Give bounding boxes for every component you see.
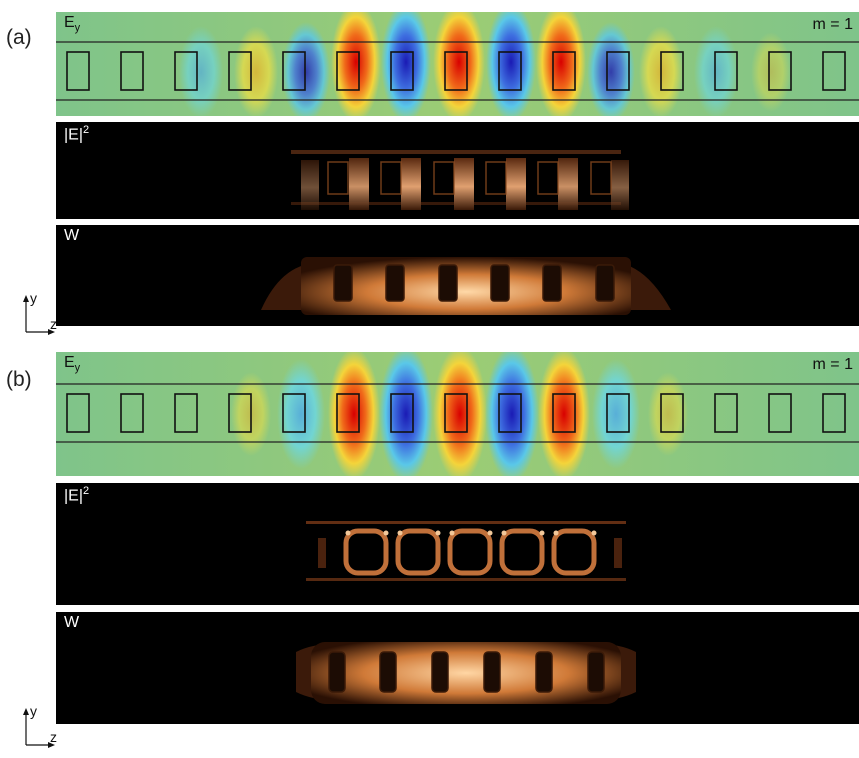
z-axis-label-b: z	[50, 729, 57, 745]
energy-panel-a: W	[56, 225, 859, 326]
y-axis-label-b: y	[30, 703, 37, 719]
figure-label-a: (a)	[6, 26, 32, 49]
intensity-map-b	[56, 483, 859, 605]
intensity-panel-b: |E|2	[56, 483, 859, 605]
ey-label-b: Ey	[64, 354, 81, 375]
z-axis-label-a: z	[50, 316, 57, 332]
intensity-map-a	[56, 122, 859, 219]
energy-map-a	[56, 225, 859, 326]
ey-field-panel-a: Ey m = 1	[56, 12, 859, 116]
axes-indicator-a: y z	[20, 290, 80, 342]
ey-label-a: Ey	[64, 14, 81, 35]
intensity-label-a: |E|2	[64, 124, 90, 144]
axes-arrows-b	[23, 708, 55, 748]
figure-label-b: (b)	[6, 368, 32, 391]
intensity-label-b: |E|2	[64, 485, 90, 505]
axes-indicator-b: y z	[20, 703, 80, 755]
energy-map-b	[56, 612, 859, 724]
mode-label-b: m = 1	[812, 356, 853, 373]
ey-field-panel-b: Ey m = 1	[56, 352, 859, 476]
ey-field-map-b	[56, 352, 859, 476]
intensity-panel-a: |E|2	[56, 122, 859, 219]
mode-label-a: m = 1	[812, 16, 853, 33]
ey-field-map-a	[56, 12, 859, 116]
energy-panel-b: W	[56, 612, 859, 724]
axes-arrows-a	[23, 295, 55, 335]
energy-label-b: W	[64, 614, 80, 631]
y-axis-label-a: y	[30, 290, 37, 306]
energy-label-a: W	[64, 227, 80, 244]
